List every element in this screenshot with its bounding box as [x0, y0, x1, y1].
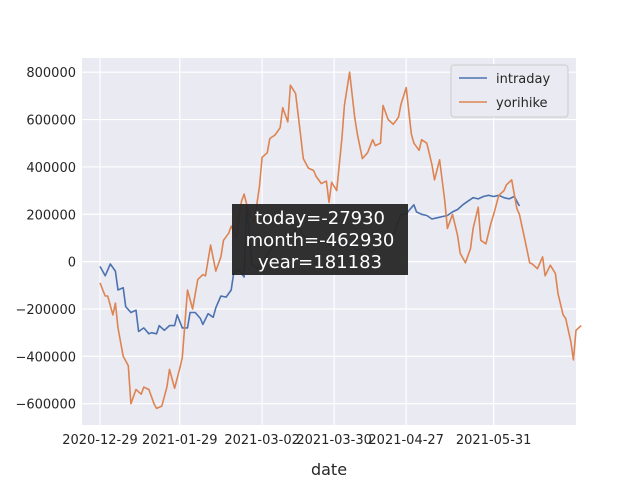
y-tick-label: 800000 [26, 66, 76, 81]
x-tick-label: 2020-12-29 [62, 433, 138, 448]
x-axis-label: date [311, 460, 347, 479]
x-tick-label: 2021-05-31 [456, 433, 532, 448]
y-tick-label: −200000 [15, 303, 76, 318]
y-tick-label: −600000 [15, 398, 76, 413]
x-tick-label: 2021-04-27 [368, 433, 444, 448]
annotation-line-month: month=-462930 [246, 230, 395, 251]
annotation-background [232, 204, 408, 275]
annotation-line-today: today=-27930 [255, 208, 385, 229]
x-tick-label: 2021-01-29 [142, 433, 218, 448]
legend-label-intraday: intraday [496, 72, 550, 87]
y-tick-label: 0 [68, 256, 76, 271]
y-tick-label: −400000 [15, 350, 76, 365]
annotation-box: today=-27930 month=-462930 year=181183 [232, 204, 408, 275]
y-tick-label: 200000 [26, 208, 76, 223]
x-tick-label: 2021-03-30 [296, 433, 372, 448]
y-tick-label: 600000 [26, 114, 76, 129]
annotation-line-year: year=181183 [258, 252, 382, 273]
x-tick-label: 2021-03-02 [224, 433, 300, 448]
legend-label-yorihike: yorihike [496, 96, 548, 111]
y-axis-ticks: −600000 −400000 −200000 0 200000 400000 600000… [15, 66, 76, 412]
legend: intraday yorihike [450, 64, 569, 118]
x-axis-ticks: 2020-12-29 2021-01-29 2021-03-022021-03-30… [62, 433, 531, 448]
series-line-yorihike [99, 71, 582, 410]
y-tick-label: 400000 [26, 161, 76, 176]
